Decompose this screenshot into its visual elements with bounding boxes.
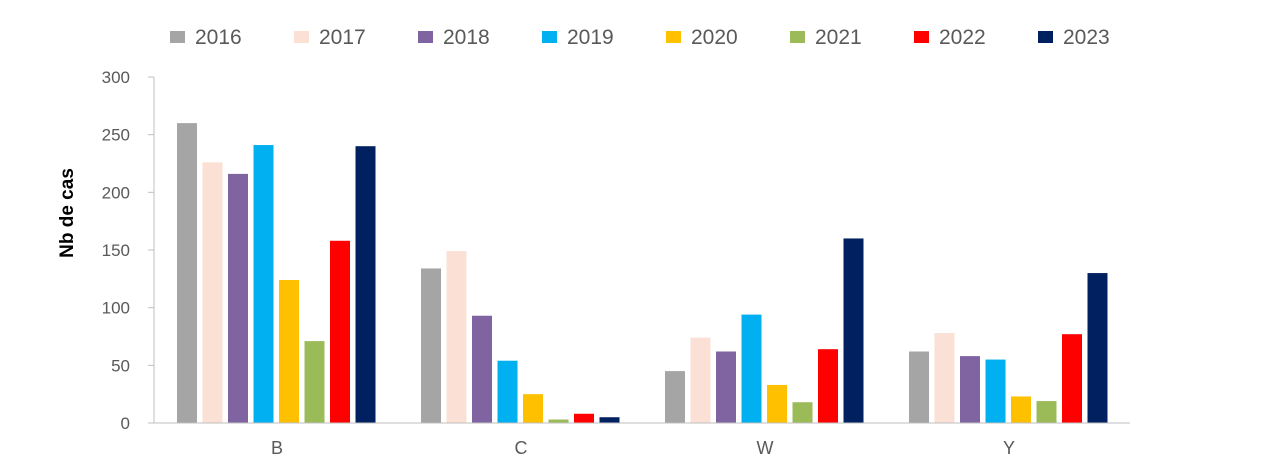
bar-w-2016	[665, 371, 685, 423]
bar-b-2017	[202, 162, 223, 423]
bars	[177, 123, 1108, 423]
bar-group-c	[421, 251, 620, 423]
bar-y-2019	[985, 359, 1006, 423]
legend-item-2021: 2021	[790, 26, 862, 49]
bar-w-2017	[690, 337, 711, 423]
legend-label: 2016	[195, 26, 242, 49]
legend-item-2022: 2022	[914, 26, 986, 49]
y-tick-label: 0	[121, 414, 130, 433]
bar-group-y	[909, 273, 1108, 423]
bar-w-2020	[767, 384, 787, 423]
bar-w-2022	[818, 349, 838, 423]
legend-item-2023: 2023	[1038, 26, 1110, 49]
bar-c-2023	[599, 417, 620, 423]
bar-group-w	[665, 238, 864, 423]
y-tick-label: 300	[102, 68, 130, 87]
bar-y-2023	[1087, 273, 1108, 423]
bar-y-2022	[1062, 334, 1082, 423]
legend-label: 2019	[567, 26, 614, 49]
bar-w-2021	[792, 402, 813, 423]
y-axis: 0 50 100 150 200 250 300	[102, 68, 155, 433]
bar-y-2020	[1011, 396, 1031, 423]
bar-y-2018	[960, 356, 980, 423]
bar-c-2019	[497, 360, 518, 423]
bar-b-2021	[304, 341, 325, 423]
legend-swatch	[790, 31, 805, 43]
legend-item-2017: 2017	[294, 26, 366, 49]
bar-b-2020	[279, 279, 299, 423]
legend-swatch	[542, 31, 557, 43]
legend-label: 2021	[815, 26, 862, 49]
bar-y-2016	[909, 351, 929, 423]
legend-swatch	[418, 31, 433, 43]
bar-c-2022	[574, 413, 594, 423]
bar-w-2018	[716, 351, 736, 423]
legend-item-2018: 2018	[418, 26, 490, 49]
legend-label: 2023	[1063, 26, 1110, 49]
bar-y-2017	[934, 333, 955, 423]
legend-swatch	[170, 31, 185, 43]
bar-b-2016	[177, 123, 197, 423]
y-tick-label: 250	[102, 126, 130, 145]
bar-w-2023	[843, 238, 864, 423]
legend-label: 2017	[319, 26, 366, 49]
legend-swatch	[294, 31, 309, 43]
bar-c-2018	[472, 315, 492, 423]
bar-w-2019	[741, 314, 762, 423]
bar-b-2019	[253, 145, 274, 423]
y-tick-label: 50	[111, 356, 130, 375]
legend-label: 2018	[443, 26, 490, 49]
legend-swatch	[1038, 31, 1053, 43]
x-tick-label: C	[515, 438, 528, 458]
legend-label: 2022	[939, 26, 986, 49]
x-tick-label: Y	[1003, 438, 1015, 458]
y-axis-label: Nb de cas	[57, 168, 78, 258]
legend-item-2019: 2019	[542, 26, 614, 49]
legend-label: 2020	[691, 26, 738, 49]
bar-y-2021	[1036, 401, 1057, 423]
bar-c-2021	[548, 419, 569, 423]
y-tick-label: 150	[102, 241, 130, 260]
x-tick-label: B	[271, 438, 283, 458]
legend-swatch	[666, 31, 681, 43]
bar-b-2023	[355, 146, 376, 423]
bar-group-b	[177, 123, 376, 423]
bar-b-2022	[330, 240, 350, 423]
legend-item-2016: 2016	[170, 26, 242, 49]
bar-c-2017	[446, 251, 467, 423]
legend-item-2020: 2020	[666, 26, 738, 49]
bar-c-2016	[421, 268, 441, 423]
bar-c-2020	[523, 394, 543, 423]
y-tick-label: 200	[102, 183, 130, 202]
y-tick-label: 100	[102, 299, 130, 318]
bar-b-2018	[228, 173, 248, 423]
legend: 2016 2017 2018 2019 2020 2021 2022 2023	[170, 26, 1110, 49]
x-tick-label: W	[757, 438, 774, 458]
legend-swatch	[914, 31, 929, 43]
